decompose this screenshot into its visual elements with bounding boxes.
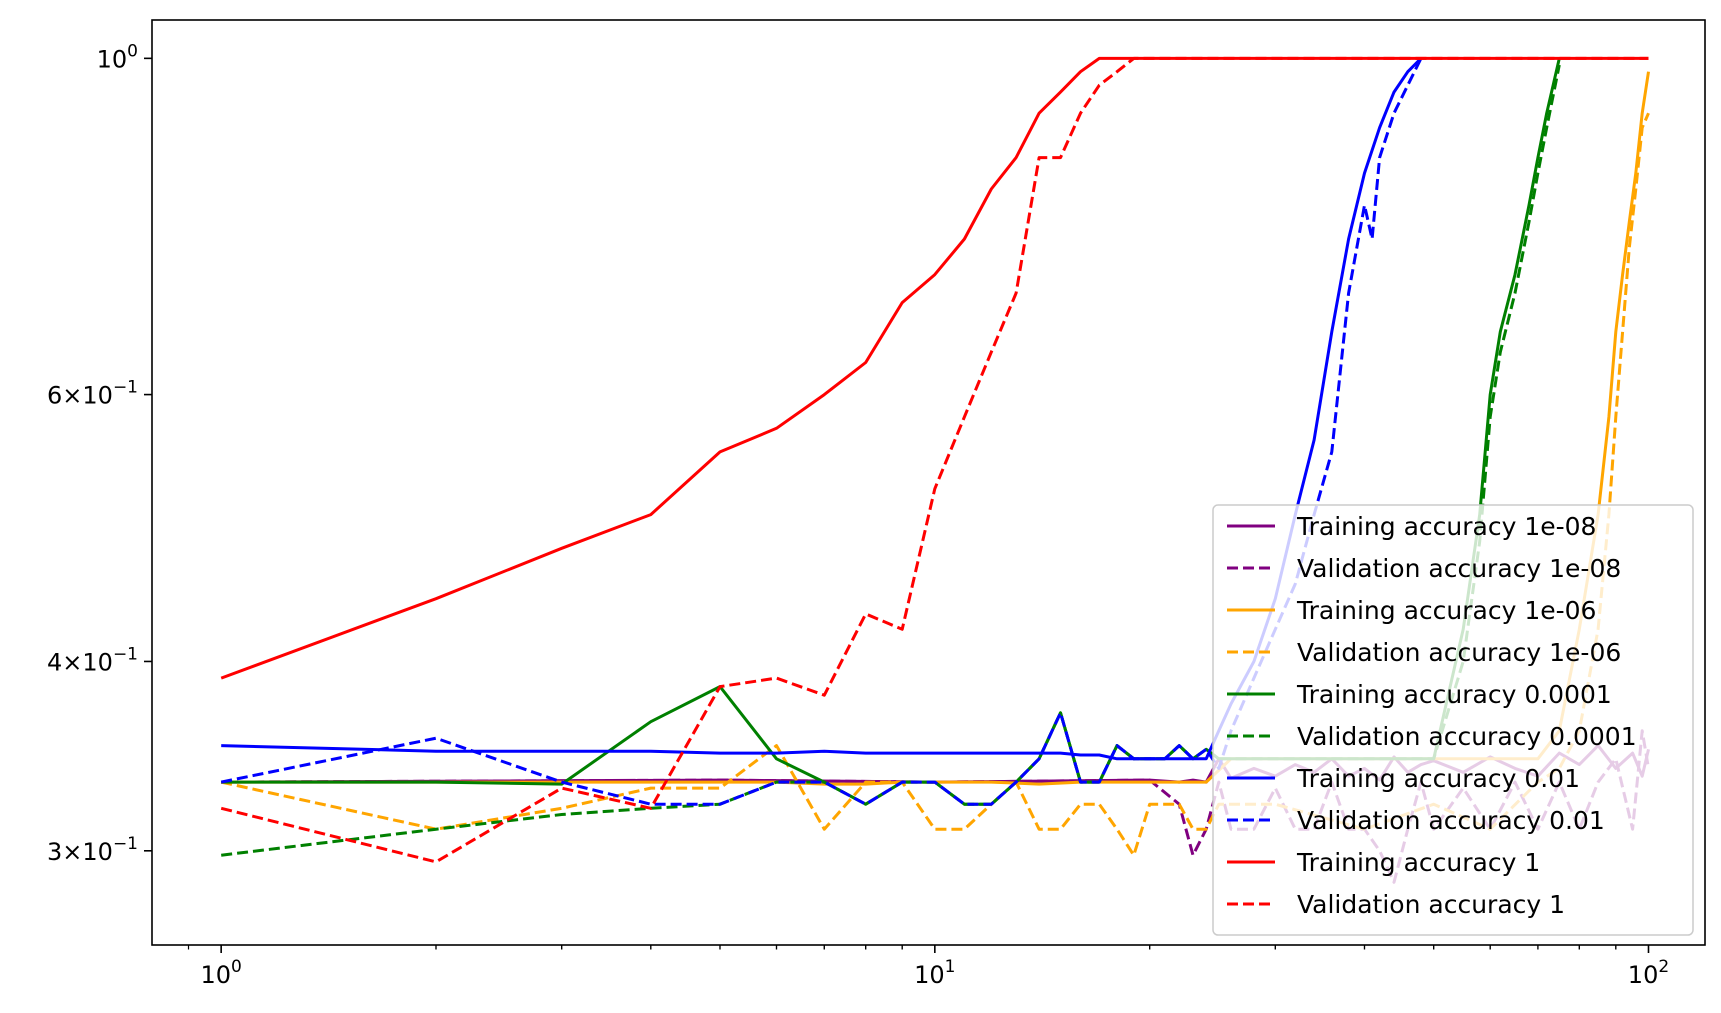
legend-entry-label: Validation accuracy 0.01: [1297, 806, 1605, 835]
series-line-7: [220, 57, 1423, 806]
legend-entry-label: Training accuracy 0.01: [1296, 764, 1580, 793]
y-tick-label: 100: [97, 41, 138, 73]
legend-entry-label: Validation accuracy 1e-08: [1297, 554, 1621, 583]
series-line-9: [220, 56, 1649, 864]
legend-entry-label: Training accuracy 1e-08: [1296, 512, 1596, 541]
plot-frame: [151, 19, 1706, 946]
legend-entry-label: Training accuracy 1e-06: [1296, 596, 1596, 625]
legend-box: [1212, 504, 1694, 936]
ticks-layer: 100 101 102 100 6×10−1 4×10−1 3×10−1: [47, 41, 1669, 989]
x-tick-label: 100: [200, 957, 241, 989]
series-layer: [220, 56, 1650, 884]
legend-entry-label: Validation accuracy 0.0001: [1297, 722, 1637, 751]
legend-entry-label: Validation accuracy 1e-06: [1297, 638, 1621, 667]
legend: Training accuracy 1e-08 Validation accura…: [1212, 504, 1694, 936]
legend-entry-label: Validation accuracy 1: [1297, 890, 1565, 919]
x-tick-label: 102: [1628, 957, 1669, 989]
x-tick-label: 101: [914, 957, 955, 989]
y-tick-label: 3×10−1: [47, 834, 138, 866]
legend-entry-label: Training accuracy 0.0001: [1296, 680, 1612, 709]
legend-entry-label: Training accuracy 1: [1296, 848, 1540, 877]
y-tick-label: 6×10−1: [47, 378, 138, 410]
y-tick-label: 4×10−1: [47, 644, 138, 676]
